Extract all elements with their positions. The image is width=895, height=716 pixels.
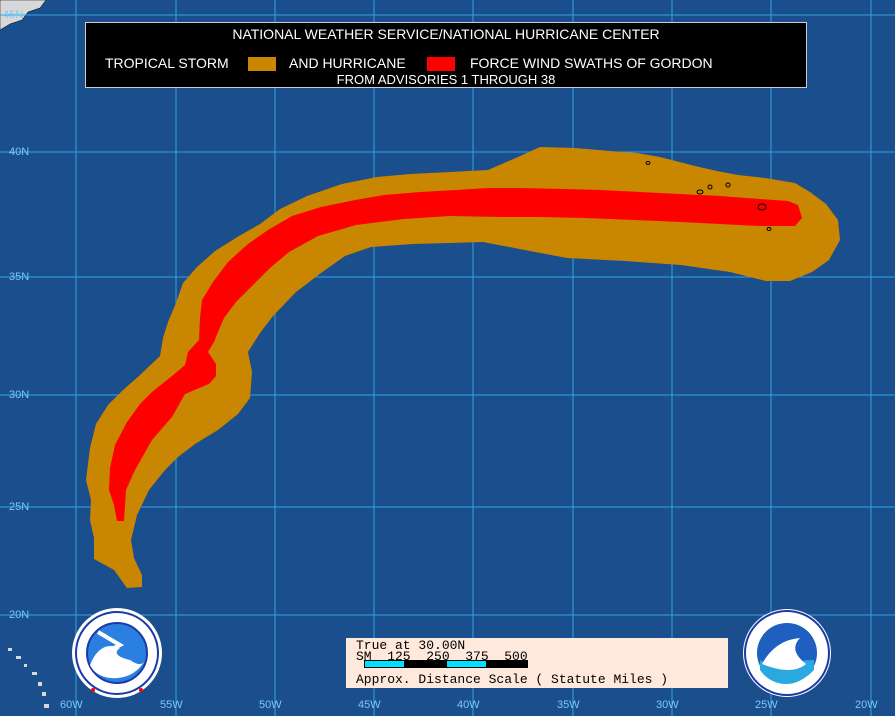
- scale-bar-segment-3: [446, 660, 487, 668]
- noaa-logo: [743, 609, 831, 697]
- lon-label-35w: 35W: [557, 699, 580, 711]
- azores-islands: [645, 161, 772, 231]
- lon-label-20w: 20W: [855, 699, 878, 711]
- hurricane-wind-swath: [109, 188, 802, 521]
- legend-tropical-storm-label: TROPICAL STORM: [105, 55, 229, 71]
- lon-label-55w: 55W: [160, 699, 183, 711]
- scale-bar: [364, 660, 528, 668]
- title-advisories: FROM ADVISORIES 1 THROUGH 38: [336, 72, 556, 87]
- lon-label-60w: 60W: [60, 699, 83, 711]
- lon-label-45w: 45W: [358, 699, 381, 711]
- title-agency: NATIONAL WEATHER SERVICE/NATIONAL HURRIC…: [232, 26, 660, 42]
- lon-label-25w: 25W: [755, 699, 778, 711]
- title-legend-line: TROPICAL STORM AND HURRICANE FORCE WIND …: [86, 55, 806, 75]
- lon-label-30w: 30W: [656, 699, 679, 711]
- land-caribbean-islands: [8, 648, 49, 708]
- legend-tropical-storm-swatch: [248, 57, 276, 71]
- nws-logo: [72, 608, 162, 698]
- lat-label-45n: 45N: [3, 9, 24, 21]
- lon-label-50w: 50W: [259, 699, 282, 711]
- legend-hurricane-swatch: [427, 57, 455, 71]
- map-title-box: NATIONAL WEATHER SERVICE/NATIONAL HURRIC…: [85, 22, 807, 88]
- legend-force-label: FORCE WIND SWATHS OF GORDON: [470, 55, 713, 71]
- distance-scale: True at 30.00N SM 125 250 375 500 Approx…: [346, 638, 728, 688]
- lat-label-20n: 20N: [9, 609, 30, 621]
- scale-bar-segment-2: [405, 660, 446, 668]
- lat-label-25n: 25N: [9, 501, 30, 513]
- lat-label-30n: 30N: [9, 389, 30, 401]
- scale-caption: Approx. Distance Scale ( Statute Miles ): [356, 672, 669, 687]
- lat-label-40n: 40N: [9, 146, 30, 158]
- lon-label-40w: 40W: [457, 699, 480, 711]
- scale-bar-segment-4: [487, 660, 528, 668]
- scale-true-at: True at 30.00N: [356, 638, 466, 653]
- legend-and-hurricane-label: AND HURRICANE: [289, 55, 406, 71]
- scale-bar-segment-1: [364, 660, 405, 668]
- lat-label-35n: 35N: [9, 271, 30, 283]
